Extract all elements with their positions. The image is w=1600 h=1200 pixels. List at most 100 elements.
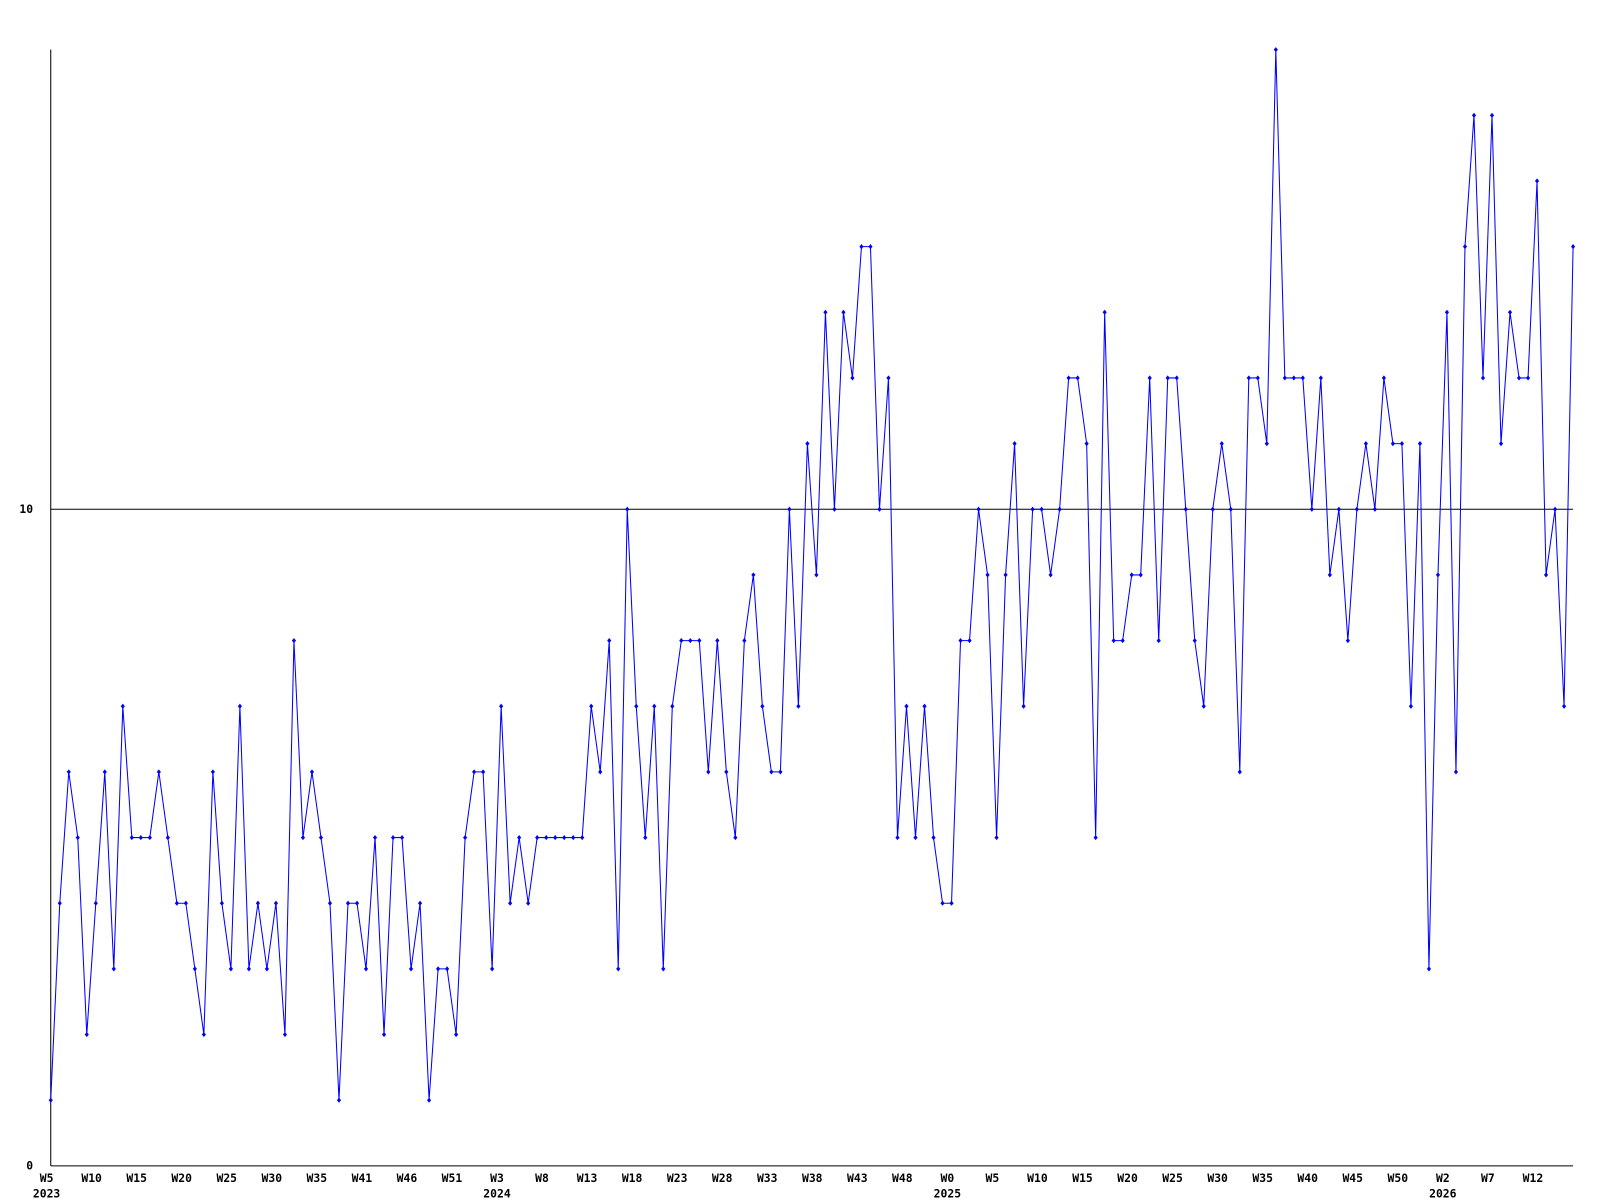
data-point: [255, 900, 260, 906]
data-point: [1489, 112, 1495, 118]
x-tick-label: W5: [986, 1171, 1000, 1185]
data-point: [1390, 441, 1395, 447]
x-tick-label: W20: [1117, 1171, 1138, 1185]
data-point: [877, 506, 882, 512]
data-point: [1534, 178, 1540, 184]
data-point: [345, 900, 351, 906]
data-point: [1300, 375, 1305, 381]
data-point: [1192, 638, 1197, 644]
data-point: [607, 638, 612, 644]
y-tick-label: 10: [19, 502, 33, 516]
x-tick-label: W33: [757, 1171, 778, 1185]
x-tick-label: W2: [1436, 1171, 1450, 1185]
data-point: [814, 572, 819, 578]
data-point: [1066, 375, 1071, 381]
data-point: [1111, 638, 1116, 644]
data-point: [1129, 572, 1134, 578]
data-point: [201, 1031, 206, 1038]
x-tick-label: W15: [126, 1171, 147, 1185]
x-tick-label: W25: [1162, 1171, 1183, 1185]
x-tick-label: W12: [1523, 1171, 1544, 1185]
data-point: [1282, 375, 1287, 381]
data-point: [679, 638, 684, 644]
data-point: [535, 834, 540, 841]
data-point: [1327, 572, 1332, 578]
x-tick-label: W50: [1388, 1171, 1409, 1185]
data-point: [1363, 441, 1368, 447]
data-point: [868, 244, 873, 250]
data-point: [1309, 506, 1314, 512]
data-point: [697, 638, 702, 644]
data-point: [1480, 375, 1486, 381]
data-point: [1012, 441, 1017, 447]
data-point: [1417, 441, 1423, 447]
data-point: [1210, 506, 1215, 512]
data-point: [66, 769, 71, 775]
x-tick-label: W46: [397, 1171, 418, 1185]
x-year-label: 2024: [483, 1186, 511, 1200]
data-point: [372, 834, 378, 841]
data-point: [174, 900, 179, 906]
x-tick-label: W8: [535, 1171, 549, 1185]
data-point: [823, 309, 828, 315]
x-tick-label: W10: [81, 1171, 102, 1185]
data-point: [1102, 309, 1107, 315]
data-point: [1471, 112, 1477, 118]
x-tick-label: W3: [490, 1171, 504, 1185]
data-point: [1075, 375, 1080, 381]
data-point: [1516, 375, 1522, 381]
data-point: [1552, 506, 1558, 512]
data-point: [1039, 506, 1044, 512]
data-point: [652, 703, 657, 709]
x-tick-label: W13: [577, 1171, 598, 1185]
data-point: [1453, 769, 1459, 775]
data-point: [544, 834, 549, 841]
x-year-label: 2023: [33, 1186, 61, 1200]
data-point: [706, 769, 711, 775]
data-point: [1336, 506, 1341, 512]
data-point: [940, 900, 945, 906]
data-point: [282, 1031, 288, 1038]
data-point: [219, 900, 224, 906]
data-point: [390, 834, 396, 841]
data-point: [1174, 375, 1179, 381]
data-point: [850, 375, 855, 381]
data-point: [417, 900, 423, 906]
data-point: [769, 769, 774, 775]
data-point: [454, 1031, 459, 1038]
x-tick-label: W7: [1481, 1171, 1495, 1185]
data-point: [472, 769, 477, 775]
data-point: [1048, 572, 1053, 578]
data-point: [1003, 572, 1008, 578]
data-point: [1237, 769, 1242, 775]
data-point: [841, 309, 846, 315]
x-tick-label: W28: [712, 1171, 733, 1185]
data-point: [553, 834, 558, 841]
data-point: [1399, 441, 1404, 447]
data-point: [733, 834, 738, 841]
data-point: [1084, 441, 1089, 447]
x-year-label: 2025: [934, 1186, 962, 1200]
data-point: [102, 769, 107, 775]
y-tick-label: 0: [26, 1158, 33, 1172]
data-point: [661, 966, 666, 972]
data-point: [246, 966, 251, 972]
x-tick-label: W5: [40, 1171, 54, 1185]
data-point: [1462, 244, 1468, 250]
data-point: [228, 966, 233, 972]
x-tick-label: W51: [442, 1171, 463, 1185]
x-tick-label: W15: [1072, 1171, 1093, 1185]
data-point: [427, 1097, 432, 1103]
data-point: [1318, 375, 1323, 381]
data-point: [760, 703, 765, 709]
data-point: [354, 900, 360, 906]
data-point: [1246, 375, 1251, 381]
data-point: [399, 834, 405, 841]
data-point: [273, 900, 279, 906]
data-point: [580, 834, 585, 841]
data-point: [949, 900, 954, 906]
data-point: [688, 638, 693, 644]
x-tick-label: W43: [847, 1171, 868, 1185]
